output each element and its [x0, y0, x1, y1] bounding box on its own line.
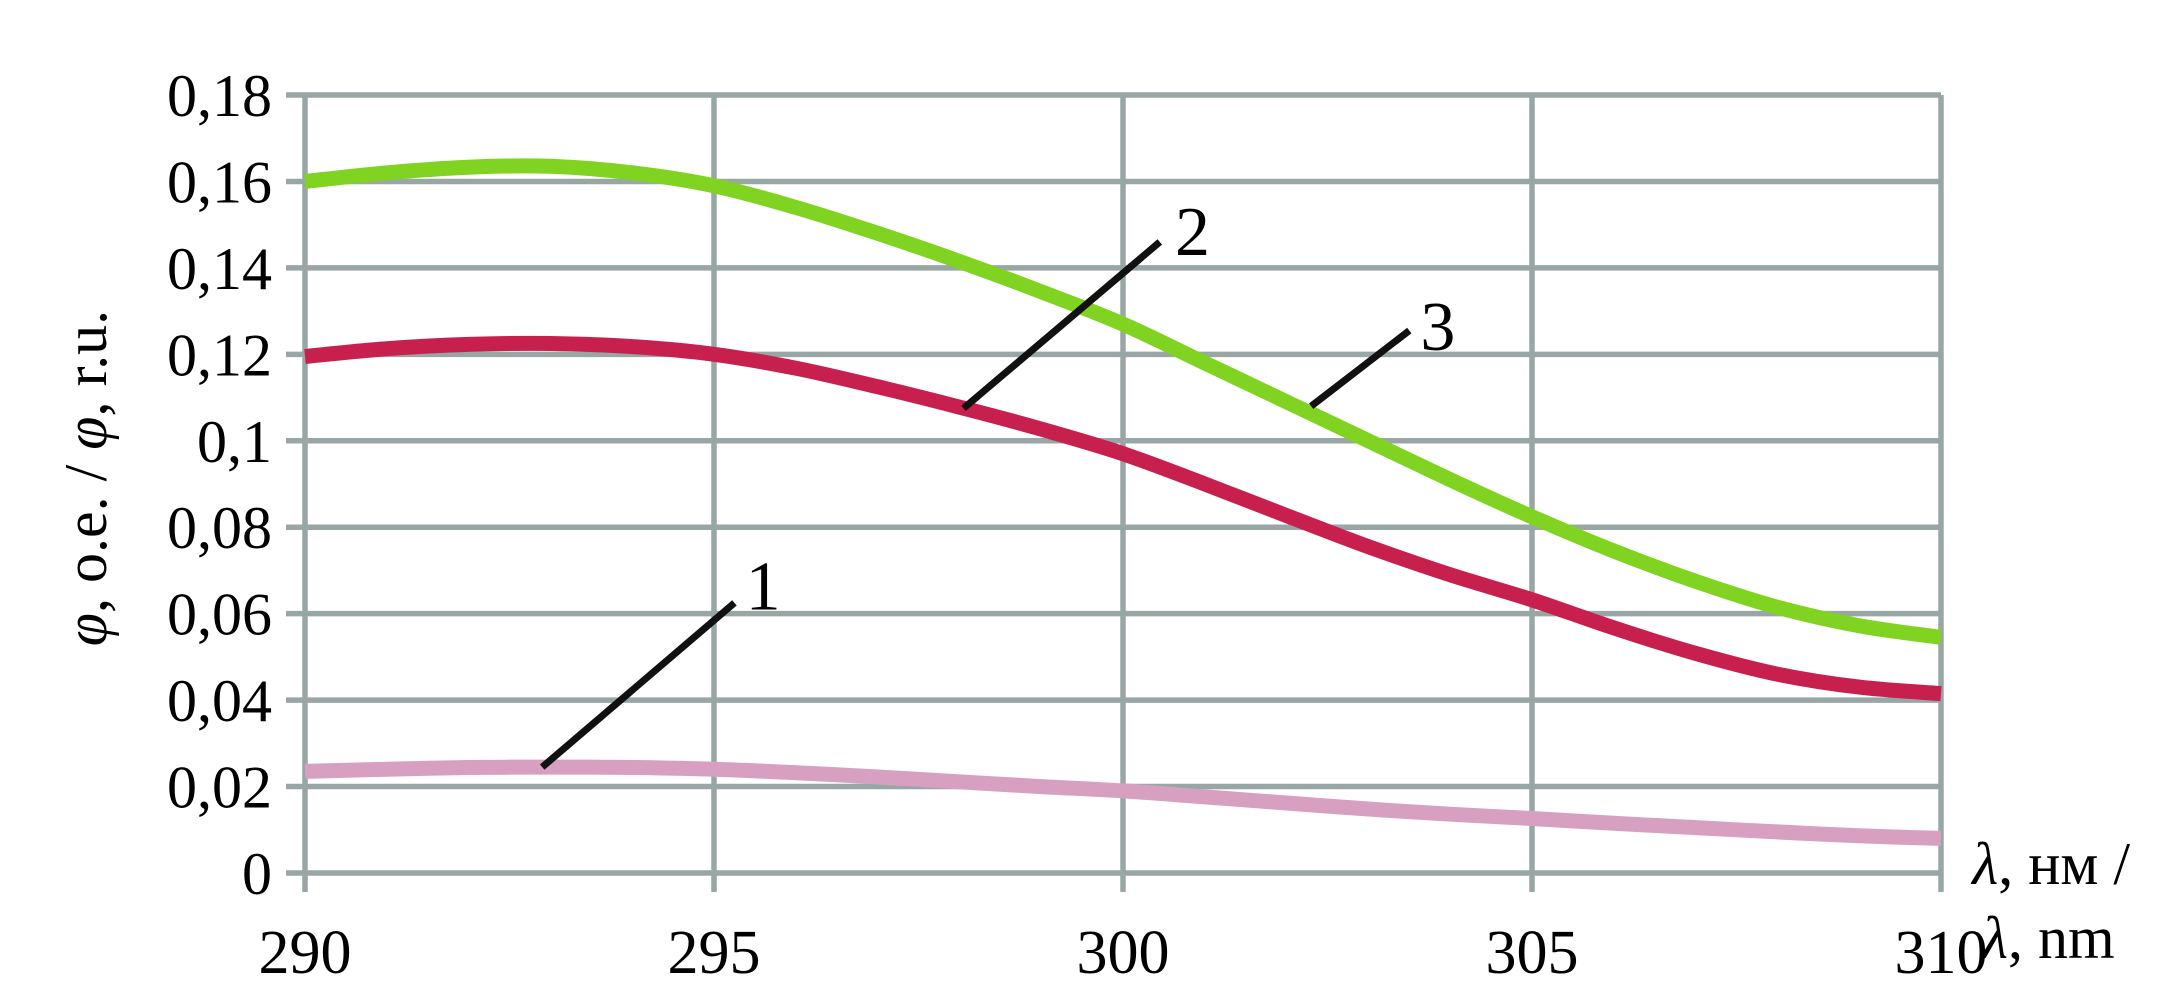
curve-label-2: 2 [1175, 194, 1210, 271]
axis-title-layer: φ, o.e. / φ, r.u. λ, нм / λ, nm [53, 310, 2130, 971]
x-tick-label: 310 [1895, 919, 1988, 987]
curve-2 [304, 335, 1942, 702]
y-tick-label: 0,04 [167, 668, 272, 734]
y-tick-label: 0,18 [167, 63, 272, 129]
x-tick-label: 305 [1486, 919, 1579, 987]
curve-label-1: 1 [746, 549, 781, 626]
leader-line-2 [961, 239, 1163, 412]
y-tick-label: 0,02 [167, 755, 272, 821]
y-tick-label: 0,06 [167, 582, 272, 648]
y-axis-title: φ, o.e. / φ, r.u. [53, 310, 119, 646]
y-tick-label: 0,12 [167, 322, 272, 388]
x-axis-title-line2: λ, nm [1980, 905, 2115, 971]
series-layer [304, 158, 1943, 846]
curve-label-3: 3 [1420, 289, 1455, 366]
x-tick-label: 290 [259, 919, 352, 987]
tick-label-layer: 0 0,02 0,04 0,06 0,08 0,1 0,12 0,14 0,16 0,18 290 2… [167, 63, 1988, 987]
y-tick-label: 0 [242, 841, 272, 907]
curve-3 [304, 158, 1943, 645]
y-tick-label: 0,14 [167, 236, 272, 302]
curve-1 [304, 759, 1942, 846]
y-tick-label: 0,1 [197, 409, 272, 475]
y-tick-label: 0,08 [167, 495, 272, 561]
x-tick-label: 295 [668, 919, 761, 987]
annotation-layer: 1 2 3 [539, 194, 1455, 770]
leader-line-1 [539, 600, 737, 770]
y-tick-label: 0,16 [167, 149, 272, 215]
x-axis-title-line1: λ, нм / [1970, 831, 2130, 897]
leader-line-3 [1309, 327, 1412, 409]
grid-layer [286, 92, 1944, 892]
x-tick-label: 300 [1077, 919, 1170, 987]
